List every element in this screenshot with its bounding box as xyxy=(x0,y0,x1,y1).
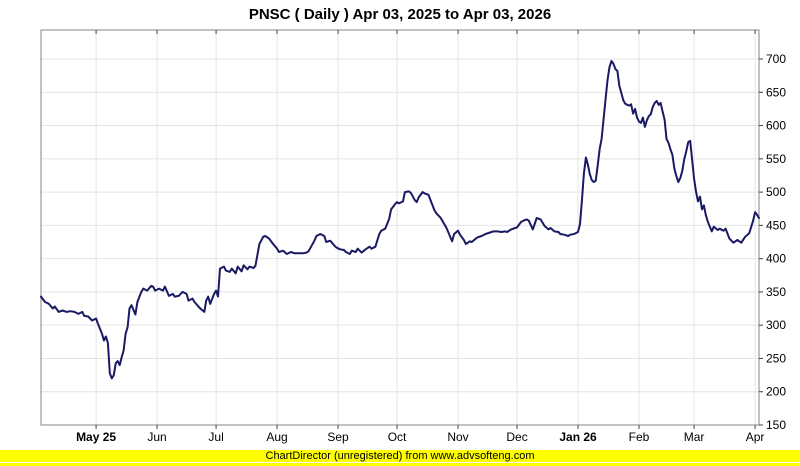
svg-text:Aug: Aug xyxy=(266,430,287,444)
svg-text:550: 550 xyxy=(766,152,786,166)
gridlines xyxy=(41,30,759,425)
svg-text:Feb: Feb xyxy=(629,430,650,444)
svg-text:200: 200 xyxy=(766,385,786,399)
axis-ticks xyxy=(95,30,763,429)
x-axis-labels: May 25 Jun Jul Aug Sep Oct Nov Dec Jan 26 Feb Mar A… xyxy=(76,430,764,444)
svg-text:350: 350 xyxy=(766,285,786,299)
svg-text:Jul: Jul xyxy=(208,430,223,444)
svg-text:700: 700 xyxy=(766,52,786,66)
svg-text:May 25: May 25 xyxy=(76,430,116,444)
svg-text:450: 450 xyxy=(766,218,786,232)
price-chart: May 25 Jun Jul Aug Sep Oct Nov Dec Jan 26 Feb Mar A… xyxy=(40,29,786,444)
footer-hairline xyxy=(0,462,800,463)
footer-bar: ChartDirector (unregistered) from www.ad… xyxy=(0,450,800,466)
svg-text:500: 500 xyxy=(766,185,786,199)
footer-credit: ChartDirector (unregistered) from www.ad… xyxy=(265,450,535,462)
svg-text:Sep: Sep xyxy=(327,430,349,444)
svg-text:250: 250 xyxy=(766,351,786,365)
svg-text:600: 600 xyxy=(766,119,786,133)
svg-text:Jun: Jun xyxy=(147,430,166,444)
svg-text:Mar: Mar xyxy=(684,430,705,444)
svg-text:Apr: Apr xyxy=(746,430,765,444)
svg-text:Dec: Dec xyxy=(506,430,527,444)
svg-text:300: 300 xyxy=(766,318,786,332)
chart-title: PNSC ( Daily ) Apr 03, 2025 to Apr 03, 2… xyxy=(248,6,552,23)
svg-text:Oct: Oct xyxy=(388,430,407,444)
plot-border xyxy=(40,29,760,426)
svg-text:150: 150 xyxy=(766,418,786,432)
price-line xyxy=(40,60,760,380)
svg-text:Jan 26: Jan 26 xyxy=(559,430,597,444)
svg-text:400: 400 xyxy=(766,252,786,266)
y-axis-labels: 150 200 250 300 350 400 450 500 550 600 650 700 xyxy=(766,52,786,432)
svg-text:650: 650 xyxy=(766,85,786,99)
svg-text:Nov: Nov xyxy=(447,430,468,444)
